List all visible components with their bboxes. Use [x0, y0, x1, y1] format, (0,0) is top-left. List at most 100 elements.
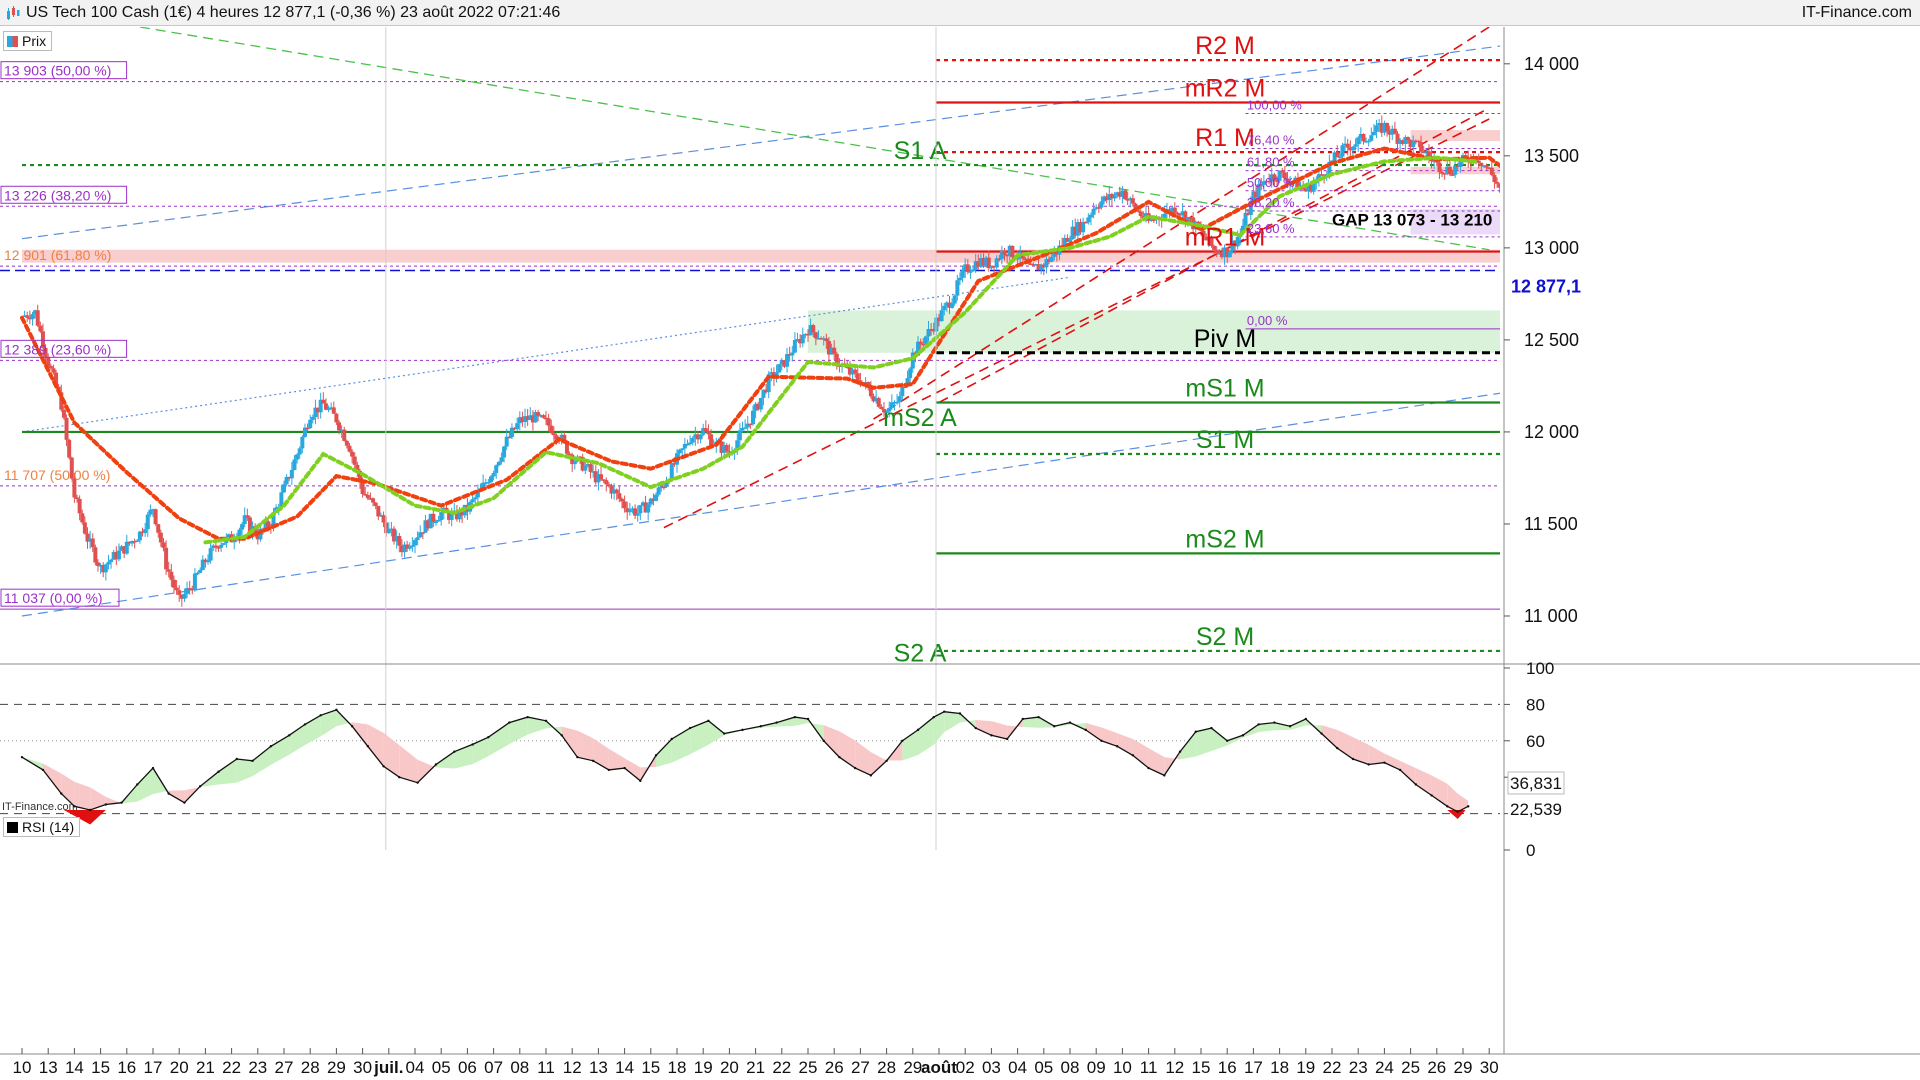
candle-down	[881, 409, 886, 413]
price-legend[interactable]: Prix	[3, 31, 53, 51]
candle-up	[1217, 252, 1222, 255]
candle-down	[997, 258, 1002, 260]
candle-down	[405, 544, 410, 549]
x-axis-label: 02	[956, 1058, 975, 1077]
chart-app-icon	[7, 6, 20, 20]
candle-up	[1316, 174, 1321, 180]
rsi-point	[73, 805, 76, 808]
rsi-point	[1163, 774, 1166, 777]
candle-up	[1390, 128, 1395, 135]
candle-down	[709, 434, 714, 446]
candle-up	[850, 369, 855, 375]
pivot-level-label: R2 M	[1195, 32, 1255, 60]
rsi-point	[487, 735, 490, 739]
rsi-ribbon	[399, 745, 418, 783]
rsi-point	[793, 715, 797, 719]
candle-up	[1120, 190, 1125, 197]
rsi-ribbon	[218, 759, 237, 785]
candle-down	[1073, 226, 1078, 236]
candle-up	[1411, 140, 1416, 148]
candle-up	[1107, 194, 1112, 201]
candle-up	[1424, 151, 1429, 153]
rsi-point	[88, 808, 92, 812]
candle-down	[541, 415, 546, 418]
candle-down	[1109, 194, 1114, 199]
candle-up	[785, 354, 790, 367]
candle-up	[737, 430, 742, 441]
candle-up	[905, 378, 910, 387]
candle-up	[984, 257, 989, 266]
candle-down	[1010, 245, 1015, 258]
candle-up	[829, 347, 834, 355]
candle-down	[266, 521, 271, 527]
candle-down	[1201, 230, 1206, 237]
x-axis-label: 26	[1427, 1058, 1446, 1077]
candle-up	[271, 512, 276, 527]
candle-up	[195, 572, 200, 575]
rsi-point	[269, 745, 273, 748]
candle-up	[1015, 258, 1020, 260]
candle-up	[1206, 236, 1211, 241]
candle-up	[688, 442, 693, 445]
rsi-point	[1257, 723, 1260, 726]
candle-up	[750, 410, 755, 425]
candle-down	[1450, 174, 1455, 176]
candle-up	[473, 497, 478, 500]
candle-up	[1356, 137, 1361, 145]
chart-title: US Tech 100 Cash (1€) 4 heures 12 877,1 …	[26, 4, 561, 21]
rsi-point	[1336, 746, 1339, 750]
rsi-point	[822, 739, 825, 742]
candle-up	[1180, 211, 1185, 216]
candle-down	[48, 365, 53, 369]
rsi-point	[853, 766, 857, 770]
rsi-point	[759, 725, 763, 728]
candle-up	[1230, 240, 1235, 252]
candle-up	[538, 415, 543, 417]
pivot-level-label: mS1 M	[1185, 374, 1264, 402]
candle-down	[1054, 251, 1059, 255]
rsi-point	[943, 710, 946, 713]
candle-up	[766, 374, 771, 393]
candle-down	[363, 493, 368, 496]
candle-down	[787, 354, 792, 356]
rsi-value-tag	[1507, 771, 1565, 795]
fib-short-label: 61,80 %	[1247, 155, 1295, 170]
rsi-point	[1100, 739, 1103, 742]
candle-up	[1527, 229, 1531, 235]
rsi-ribbon	[1195, 728, 1212, 757]
candle-up	[423, 520, 428, 533]
candle-down	[397, 536, 402, 546]
pivot-level-label: S1 A	[894, 137, 947, 165]
rsi-point	[434, 763, 438, 766]
candle-down	[1104, 196, 1109, 201]
candle-down	[1280, 170, 1285, 173]
candle-down	[93, 547, 98, 563]
rsi-ribbon	[1337, 729, 1353, 759]
rsi-legend-label: RSI (14)	[22, 819, 75, 835]
candle-down	[525, 416, 530, 421]
candle-down	[1421, 151, 1426, 154]
rsi-point	[416, 781, 419, 784]
rsi-legend[interactable]: RSI (14)	[3, 817, 81, 837]
price-axis-label: 11 000	[1524, 606, 1578, 626]
pivot-level-label: mR2 M	[1185, 74, 1266, 102]
candle-up	[457, 509, 462, 520]
candle-down	[1259, 184, 1264, 186]
candle-down	[724, 445, 729, 452]
candle-up	[433, 521, 438, 524]
x-axis-label: 26	[825, 1058, 844, 1077]
x-axis-label: 29	[1454, 1058, 1473, 1077]
candle-up	[148, 509, 153, 515]
candle-down	[530, 415, 535, 423]
brand-link[interactable]: IT-Finance.com	[1801, 4, 1912, 21]
rsi-point	[741, 728, 744, 732]
candle-down	[1002, 250, 1007, 255]
candle-down	[1254, 191, 1259, 198]
candle-down	[190, 588, 195, 591]
candle-down	[1492, 174, 1497, 183]
candle-down	[1416, 140, 1421, 143]
candle-up	[143, 529, 148, 534]
candle-up	[971, 269, 976, 272]
candle-down	[1225, 247, 1230, 258]
